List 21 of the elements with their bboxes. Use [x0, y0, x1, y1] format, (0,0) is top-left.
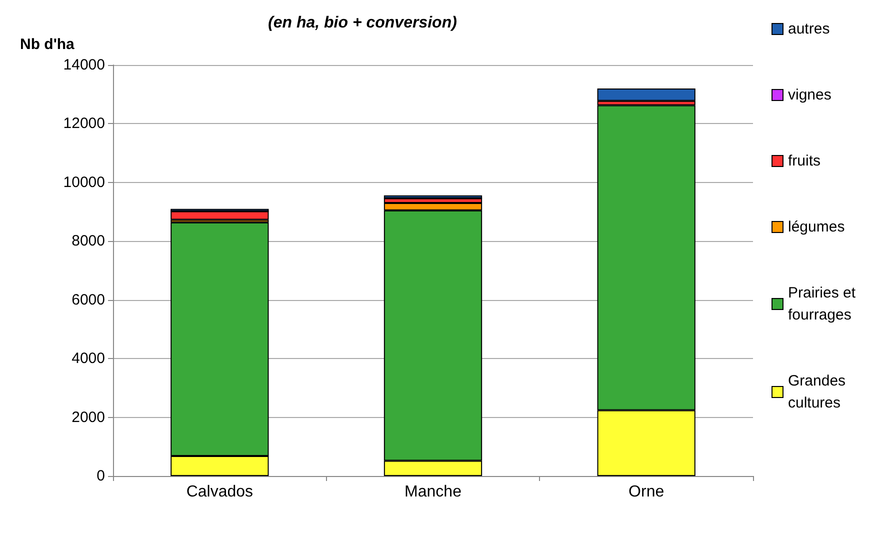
legend-label: autres — [788, 20, 830, 38]
y-tick-label: 12000 — [63, 115, 105, 132]
y-tick-label: 14000 — [63, 56, 105, 74]
legend-label: Grandes cultures — [788, 372, 850, 412]
bar — [170, 211, 269, 220]
chart-subtitle: (en ha, bio + conversion) — [268, 14, 457, 32]
y-tick-label: 6000 — [72, 291, 105, 308]
y-axis-title: Nb d'ha — [20, 36, 76, 53]
x-tick-label: Calvados — [186, 484, 254, 500]
x-tick-label: Manche — [404, 484, 462, 500]
legend-label: fruits — [788, 152, 821, 170]
y-tick-label: 0 — [96, 468, 105, 484]
legend-label: vignes — [788, 86, 832, 104]
y-tick-label: 8000 — [72, 232, 105, 250]
y-tick-label: 2000 — [72, 408, 105, 426]
x-tick-label: Orne — [628, 484, 664, 500]
legend-label: Prairies et fourrages — [788, 284, 860, 324]
legend-label: légumes — [788, 218, 845, 236]
y-tick-label: 4000 — [72, 350, 105, 368]
y-tick-label: 10000 — [63, 174, 105, 191]
bar — [597, 88, 696, 101]
